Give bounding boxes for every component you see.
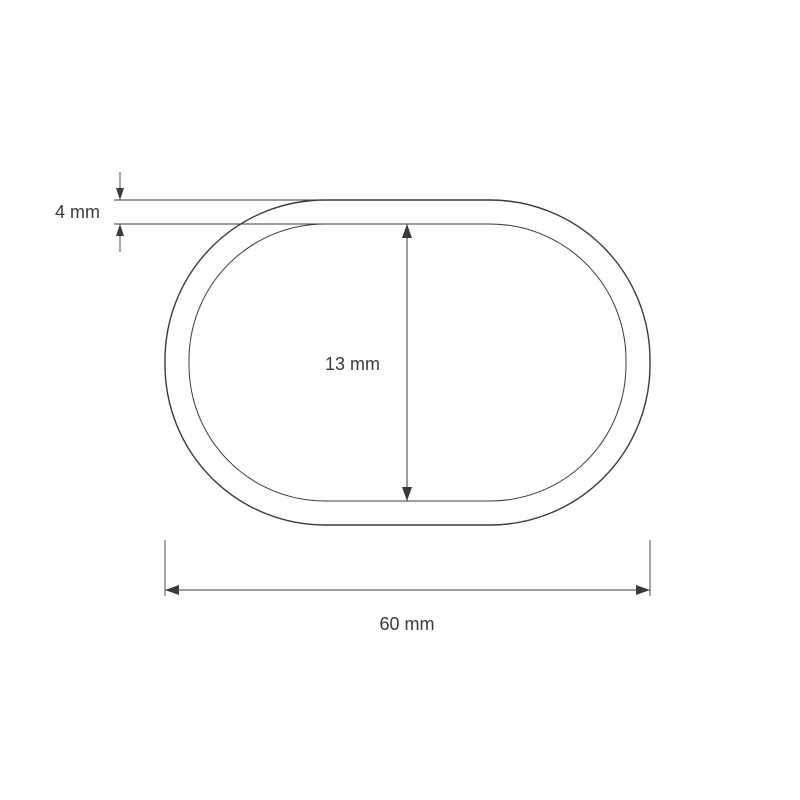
- dim-wall-label: 4 mm: [55, 202, 100, 222]
- dim-inner-height-label: 13 mm: [325, 354, 380, 374]
- section-diagram: 60 mm 13 mm 4 mm: [0, 0, 800, 800]
- dim-width-label: 60 mm: [379, 614, 434, 634]
